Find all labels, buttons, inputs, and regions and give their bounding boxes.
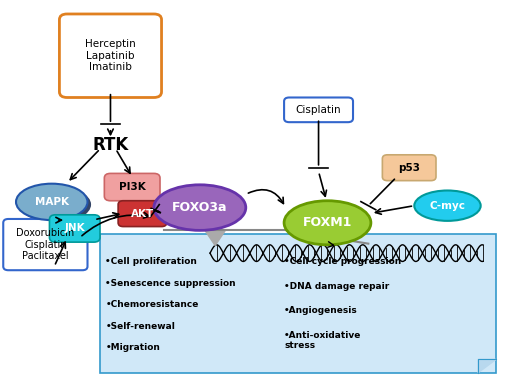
Text: FOXM1: FOXM1 <box>303 216 352 229</box>
Text: •Self-renewal: •Self-renewal <box>105 322 175 331</box>
FancyBboxPatch shape <box>3 219 88 270</box>
Text: •Chemoresistance: •Chemoresistance <box>105 300 199 309</box>
Text: •Migration: •Migration <box>105 344 160 352</box>
Ellipse shape <box>16 184 88 220</box>
FancyBboxPatch shape <box>382 155 436 181</box>
Text: C-myc: C-myc <box>430 201 465 211</box>
Text: •Cell cycle progression: •Cell cycle progression <box>284 257 401 266</box>
Text: •Angiogenesis: •Angiogenesis <box>284 306 358 315</box>
Polygon shape <box>478 359 496 373</box>
Text: AKT: AKT <box>131 209 154 219</box>
Text: •Anti-oxidative
stress: •Anti-oxidative stress <box>284 331 361 351</box>
Text: Cisplatin: Cisplatin <box>296 105 342 115</box>
FancyBboxPatch shape <box>284 98 353 122</box>
FancyBboxPatch shape <box>50 215 100 242</box>
Text: RTK: RTK <box>92 136 129 154</box>
Text: •Senescence suppression: •Senescence suppression <box>105 279 236 288</box>
Text: •DNA damage repair: •DNA damage repair <box>284 282 389 291</box>
Polygon shape <box>205 231 225 245</box>
FancyBboxPatch shape <box>100 234 496 373</box>
FancyBboxPatch shape <box>59 14 162 98</box>
Text: •Cell proliferation: •Cell proliferation <box>105 257 197 266</box>
FancyBboxPatch shape <box>118 201 166 227</box>
Text: Doxorubicin
Cisplatin
Paclitaxel: Doxorubicin Cisplatin Paclitaxel <box>16 228 75 261</box>
FancyBboxPatch shape <box>104 173 160 201</box>
Text: p53: p53 <box>398 163 420 173</box>
Ellipse shape <box>414 190 481 221</box>
Ellipse shape <box>284 201 371 245</box>
Ellipse shape <box>19 186 91 223</box>
Text: JNK: JNK <box>65 224 85 234</box>
Text: Herceptin
Lapatinib
Imatinib: Herceptin Lapatinib Imatinib <box>85 39 136 72</box>
Text: PI3K: PI3K <box>119 182 145 192</box>
Text: FOXO3a: FOXO3a <box>172 201 227 214</box>
Text: MAPK: MAPK <box>35 197 69 207</box>
Ellipse shape <box>154 185 246 231</box>
